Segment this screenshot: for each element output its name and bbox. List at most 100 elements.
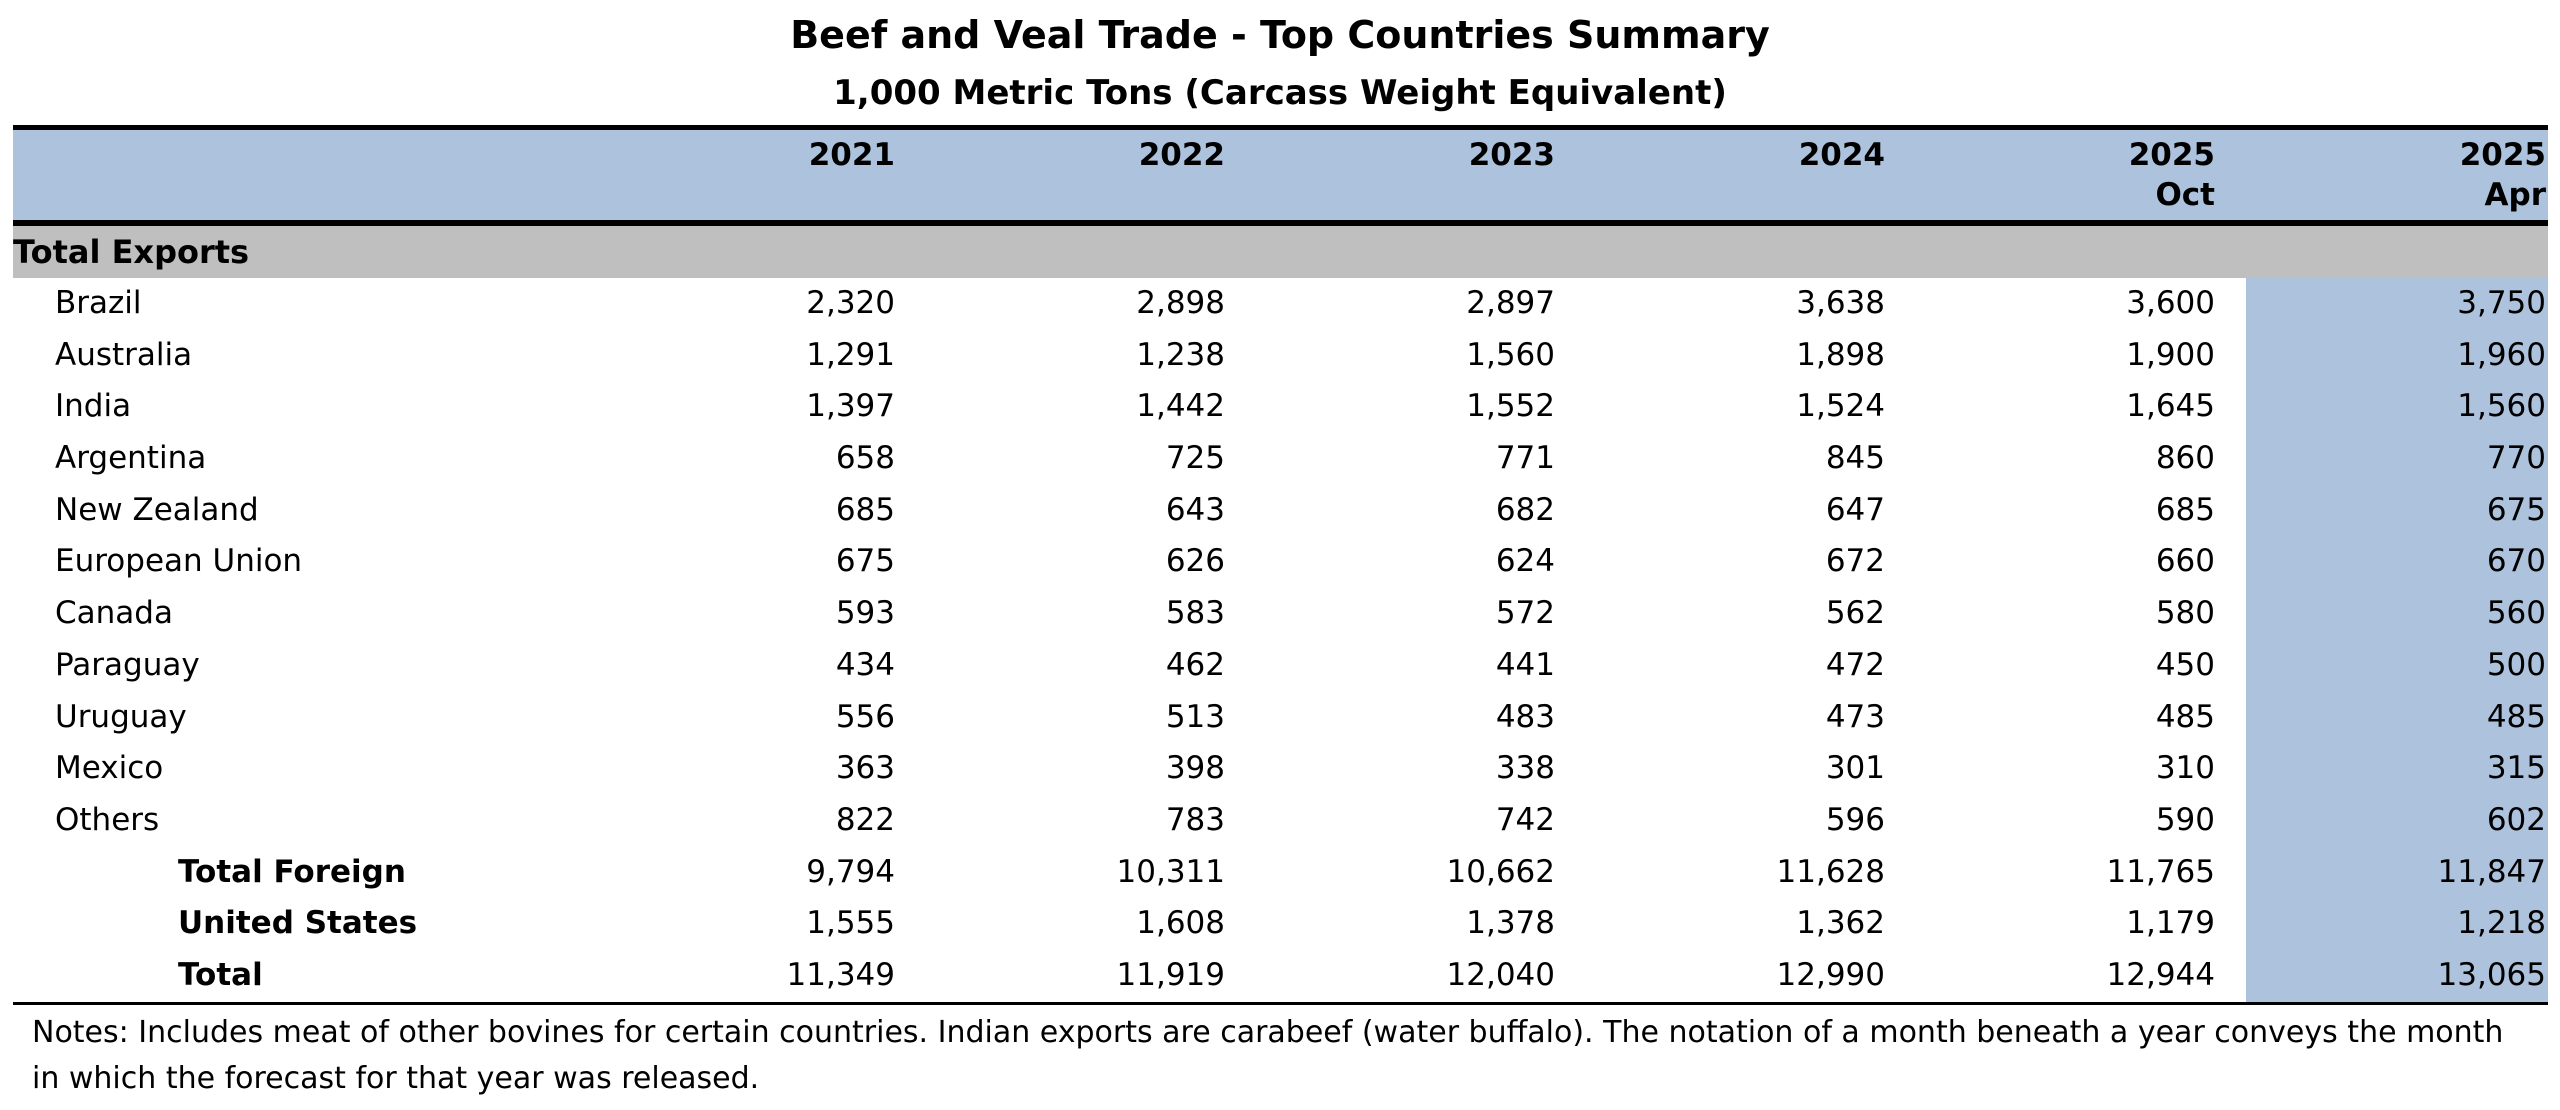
table-row: Argentina 658 725 771 845 860 770 <box>13 433 2548 485</box>
cell-value: 11,847 <box>2437 853 2546 890</box>
cell-value: 338 <box>1495 750 1555 787</box>
section-label: Total Exports <box>13 233 250 271</box>
cell-value: 590 <box>2155 801 2215 838</box>
cell-value: 1,442 <box>1136 388 1225 425</box>
cell-value: 602 <box>2486 801 2546 838</box>
cell-value: 1,362 <box>1796 905 1885 942</box>
table-row: Mexico 363 398 338 301 310 315 <box>13 743 2548 795</box>
row-label: Canada <box>55 595 173 632</box>
table-row: New Zealand 685 643 682 647 685 675 <box>13 485 2548 537</box>
cell-value: 647 <box>1825 491 1885 528</box>
cell-value: 1,238 <box>1136 336 1225 373</box>
cell-value: 11,765 <box>2106 853 2215 890</box>
cell-value: 845 <box>1825 440 1885 477</box>
cell-value: 12,990 <box>1776 956 1885 993</box>
cell-value: 11,349 <box>786 956 895 993</box>
cell-value: 2,320 <box>806 285 895 321</box>
table-body: Brazil 2,320 2,898 2,897 3,638 3,600 3,750 Aust… <box>13 278 2548 1002</box>
cell-value: 1,960 <box>2457 336 2546 373</box>
cell-value: 13,065 <box>2437 956 2546 993</box>
cell-value: 10,662 <box>1446 853 1555 890</box>
cell-value: 562 <box>1825 595 1885 632</box>
cell-value: 301 <box>1825 750 1885 787</box>
cell-value: 1,291 <box>806 336 895 373</box>
cell-value: 1,560 <box>2457 388 2546 425</box>
cell-value: 593 <box>835 595 895 632</box>
row-label: India <box>55 388 132 425</box>
cell-value: 725 <box>1165 440 1225 477</box>
cell-value: 500 <box>2486 646 2546 683</box>
cell-value: 315 <box>2486 750 2546 787</box>
cell-value: 513 <box>1165 698 1225 735</box>
cell-value: 1,900 <box>2126 336 2215 373</box>
cell-value: 1,555 <box>806 905 895 942</box>
column-header-2: 2023 <box>1255 135 1555 175</box>
column-header-5: 2025 Apr <box>2246 135 2546 215</box>
table-row: Total 11,349 11,919 12,040 12,990 12,944 13,06… <box>13 950 2548 1002</box>
table-row: Uruguay 556 513 483 473 485 485 <box>13 692 2548 744</box>
section-header: Total Exports <box>13 226 2548 278</box>
cell-value: 434 <box>835 646 895 683</box>
cell-value: 1,898 <box>1796 336 1885 373</box>
cell-value: 483 <box>1495 698 1555 735</box>
cell-value: 660 <box>2155 543 2215 580</box>
notes-text: Notes: Includes meat of other bovines fo… <box>32 1015 2504 1096</box>
row-label: Australia <box>55 336 193 373</box>
column-header-0: 2021 <box>595 135 895 175</box>
column-header-1: 2022 <box>925 135 1225 175</box>
cell-value: 473 <box>1825 698 1885 735</box>
column-header-3: 2024 <box>1585 135 1885 175</box>
cell-value: 441 <box>1495 646 1555 683</box>
cell-value: 1,608 <box>1136 905 1225 942</box>
table-subtitle: 1,000 Metric Tons (Carcass Weight Equiva… <box>833 73 1727 113</box>
cell-value: 1,560 <box>1466 336 1555 373</box>
cell-value: 626 <box>1165 543 1225 580</box>
table-row: Canada 593 583 572 562 580 560 <box>13 588 2548 640</box>
cell-value: 450 <box>2155 646 2215 683</box>
cell-value: 472 <box>1825 646 1885 683</box>
cell-value: 462 <box>1165 646 1225 683</box>
cell-value: 685 <box>2155 491 2215 528</box>
row-label: Total Foreign <box>178 853 406 890</box>
cell-value: 771 <box>1495 440 1555 477</box>
table-row: Australia 1,291 1,238 1,560 1,898 1,900 1,960 <box>13 330 2548 382</box>
top-rule <box>13 125 2548 130</box>
column-year: 2025 <box>2459 137 2546 173</box>
table-title: Beef and Veal Trade - Top Countries Summ… <box>790 13 1770 57</box>
forecast-column-highlight <box>2246 278 2548 1002</box>
cell-value: 742 <box>1495 801 1555 838</box>
cell-value: 560 <box>2486 595 2546 632</box>
cell-value: 485 <box>2486 698 2546 735</box>
cell-value: 596 <box>1825 801 1885 838</box>
table-row: Others 822 783 742 596 590 602 <box>13 795 2548 847</box>
table-row: India 1,397 1,442 1,552 1,524 1,645 1,560 <box>13 381 2548 433</box>
cell-value: 485 <box>2155 698 2215 735</box>
cell-value: 10,311 <box>1116 853 1225 890</box>
bottom-rule <box>13 1001 2548 1005</box>
data-table: 2021 2022 2023 2024 2025 Oct 2025 Apr Total Exp… <box>13 125 2548 1005</box>
cell-value: 624 <box>1495 543 1555 580</box>
cell-value: 822 <box>835 801 895 838</box>
column-year: 2023 <box>1468 137 1555 173</box>
row-label: European Union <box>55 543 303 580</box>
cell-value: 672 <box>1825 543 1885 580</box>
table-row: Paraguay 434 462 441 472 450 500 <box>13 640 2548 692</box>
row-label: Paraguay <box>55 646 200 683</box>
cell-value: 9,794 <box>806 853 895 890</box>
cell-value: 1,179 <box>2126 905 2215 942</box>
table-row: European Union 675 626 624 672 660 670 <box>13 536 2548 588</box>
cell-value: 310 <box>2155 750 2215 787</box>
cell-value: 2,898 <box>1136 285 1225 321</box>
column-year: 2024 <box>1798 137 1885 173</box>
row-label: United States <box>178 905 418 942</box>
column-year: 2025 <box>2128 137 2215 173</box>
cell-value: 675 <box>835 543 895 580</box>
cell-value: 1,397 <box>806 388 895 425</box>
cell-value: 643 <box>1165 491 1225 528</box>
cell-value: 1,524 <box>1796 388 1885 425</box>
cell-value: 556 <box>835 698 895 735</box>
cell-value: 3,750 <box>2457 285 2546 321</box>
cell-value: 685 <box>835 491 895 528</box>
cell-value: 572 <box>1495 595 1555 632</box>
cell-value: 11,628 <box>1776 853 1885 890</box>
